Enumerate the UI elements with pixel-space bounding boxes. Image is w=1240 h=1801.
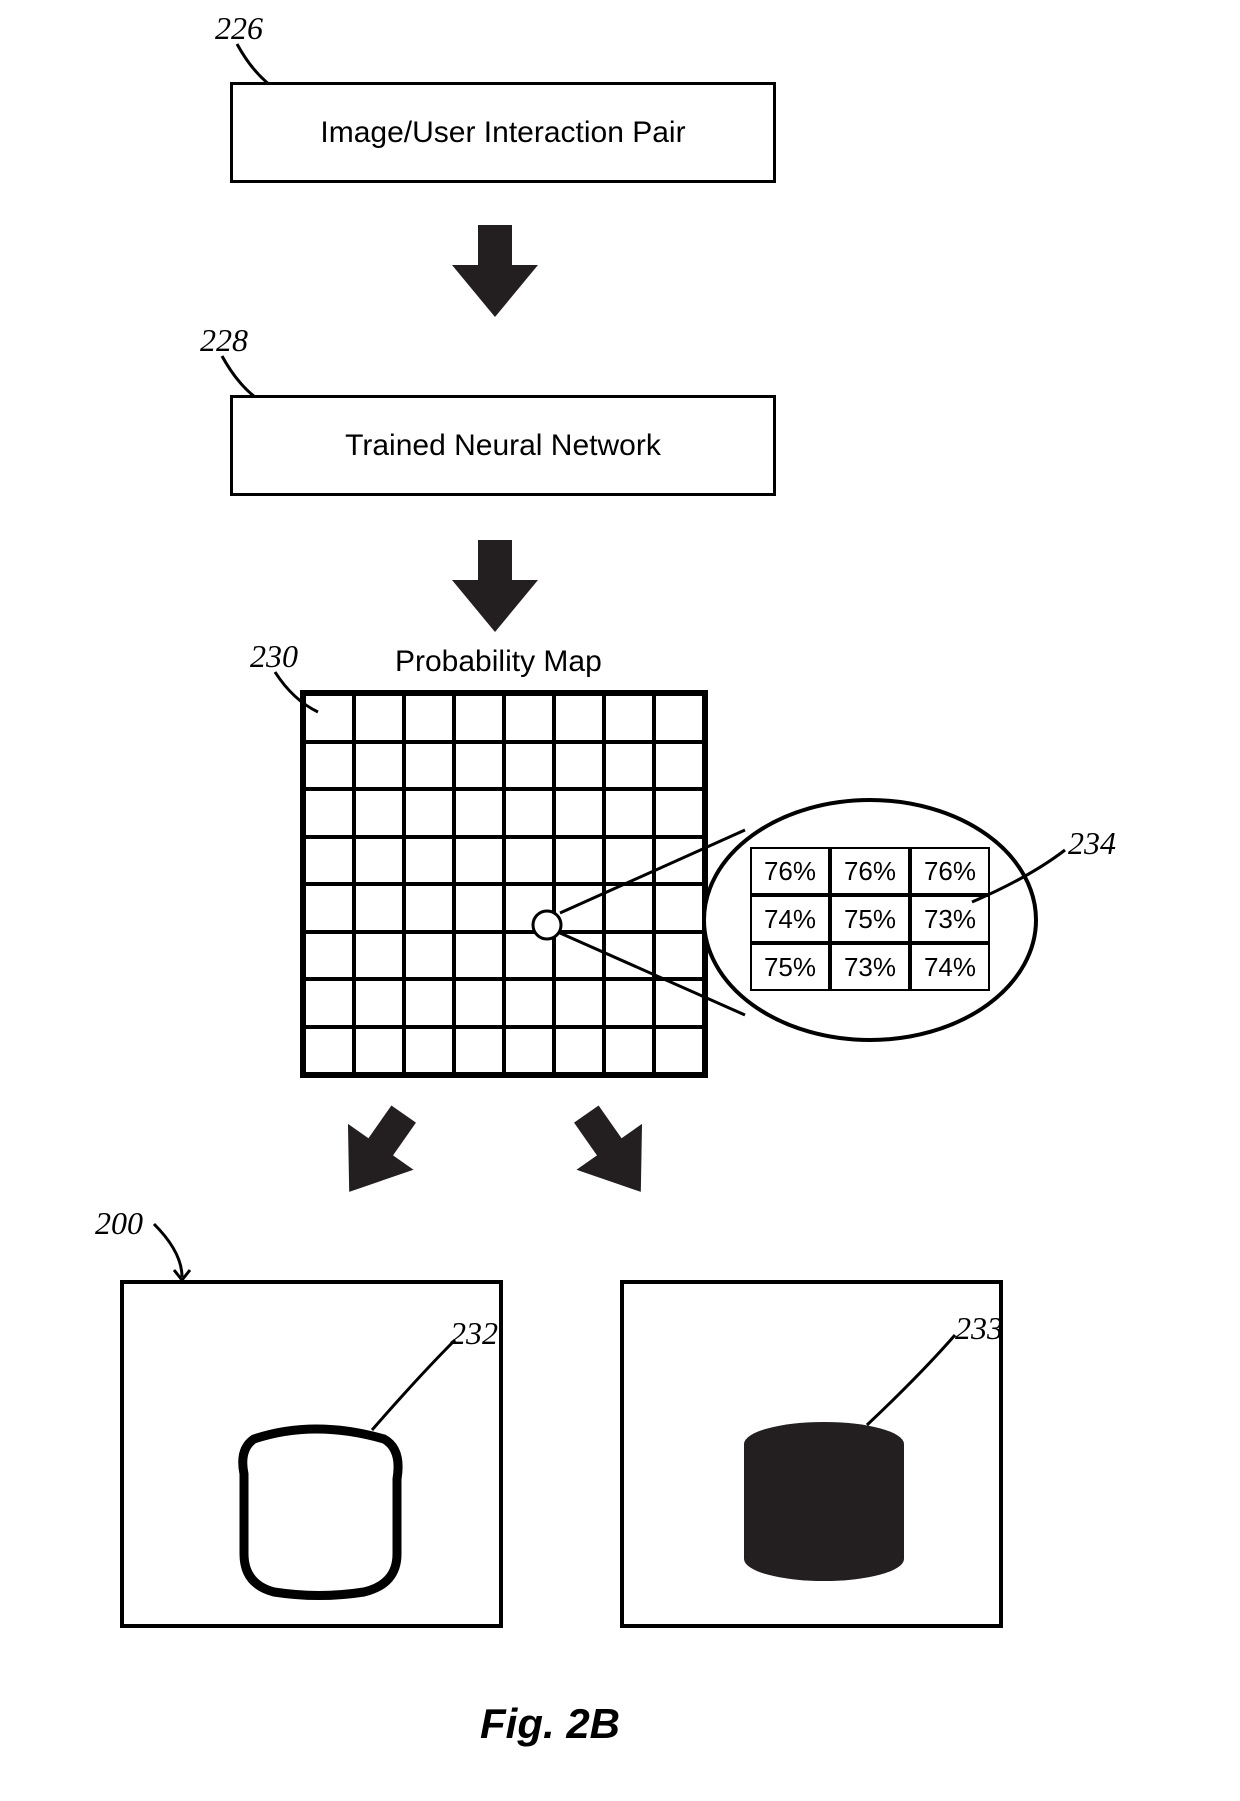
grid-cell	[454, 789, 504, 837]
grid-cell	[304, 789, 354, 837]
arrow-2	[450, 540, 540, 635]
grid-cell	[654, 742, 704, 790]
arrow-right	[560, 1100, 670, 1210]
zoom-cell: 76%	[750, 847, 830, 895]
grid-cell	[304, 694, 354, 742]
grid-cell	[604, 694, 654, 742]
grid-cell	[404, 694, 454, 742]
grid-cell	[304, 742, 354, 790]
ref-label-233: 233	[955, 1310, 1003, 1347]
grid-cell	[554, 742, 604, 790]
grid-cell	[354, 1027, 404, 1075]
grid-cell	[404, 884, 454, 932]
grid-cell	[304, 979, 354, 1027]
grid-cell	[654, 1027, 704, 1075]
grid-cell	[354, 742, 404, 790]
diagram-canvas: 226 Image/User Interaction Pair 228 Trai…	[0, 0, 1240, 1801]
leader-234	[970, 847, 1070, 907]
box-neural-network: Trained Neural Network	[230, 395, 776, 496]
leader-200	[152, 1222, 207, 1282]
grid-cell	[304, 837, 354, 885]
grid-cell	[604, 742, 654, 790]
grid-cell	[554, 1027, 604, 1075]
grid-cell	[404, 837, 454, 885]
grid-cell	[354, 979, 404, 1027]
grid-cell	[354, 789, 404, 837]
ref-label-234: 234	[1068, 825, 1116, 862]
zoom-cell: 75%	[750, 943, 830, 991]
grid-cell	[354, 932, 404, 980]
zoom-grid: 76% 76% 76% 74% 75% 73% 75% 73% 74%	[750, 847, 990, 991]
grid-cell	[454, 979, 504, 1027]
arrow-1	[450, 225, 540, 320]
output-box-left	[120, 1280, 503, 1628]
grid-cell	[454, 837, 504, 885]
box-image-pair: Image/User Interaction Pair	[230, 82, 776, 183]
leader-233	[865, 1330, 960, 1430]
zoom-cell: 76%	[830, 847, 910, 895]
grid-cell	[504, 694, 554, 742]
grid-cell	[454, 884, 504, 932]
figure-label: Fig. 2B	[480, 1700, 620, 1748]
grid-cell	[404, 1027, 454, 1075]
grid-cell	[304, 884, 354, 932]
grid-cell	[604, 1027, 654, 1075]
zoom-cell: 74%	[750, 895, 830, 943]
zoom-cell: 74%	[910, 943, 990, 991]
grid-cell	[454, 1027, 504, 1075]
grid-cell	[404, 979, 454, 1027]
arrow-left	[320, 1100, 430, 1210]
grid-cell	[304, 1027, 354, 1075]
probmap-title: Probability Map	[395, 645, 602, 679]
leader-232	[370, 1335, 460, 1435]
grid-cell	[354, 837, 404, 885]
grid-cell	[404, 742, 454, 790]
grid-cell	[554, 694, 604, 742]
grid-cell	[454, 932, 504, 980]
box-neural-network-label: Trained Neural Network	[345, 429, 661, 463]
zoom-cell: 75%	[830, 895, 910, 943]
grid-cell	[454, 742, 504, 790]
grid-cell	[354, 694, 404, 742]
grid-cell	[404, 789, 454, 837]
grid-cell	[504, 1027, 554, 1075]
ref-label-200: 200	[95, 1205, 143, 1242]
grid-cell	[304, 932, 354, 980]
box-image-pair-label: Image/User Interaction Pair	[320, 116, 685, 150]
grid-cell	[404, 932, 454, 980]
grid-cell	[354, 884, 404, 932]
zoom-ellipse-container: 76% 76% 76% 74% 75% 73% 75% 73% 74%	[700, 795, 1040, 1045]
zoom-cell: 73%	[830, 943, 910, 991]
grid-cell	[504, 742, 554, 790]
grid-cell	[454, 694, 504, 742]
grid-cell	[654, 694, 704, 742]
